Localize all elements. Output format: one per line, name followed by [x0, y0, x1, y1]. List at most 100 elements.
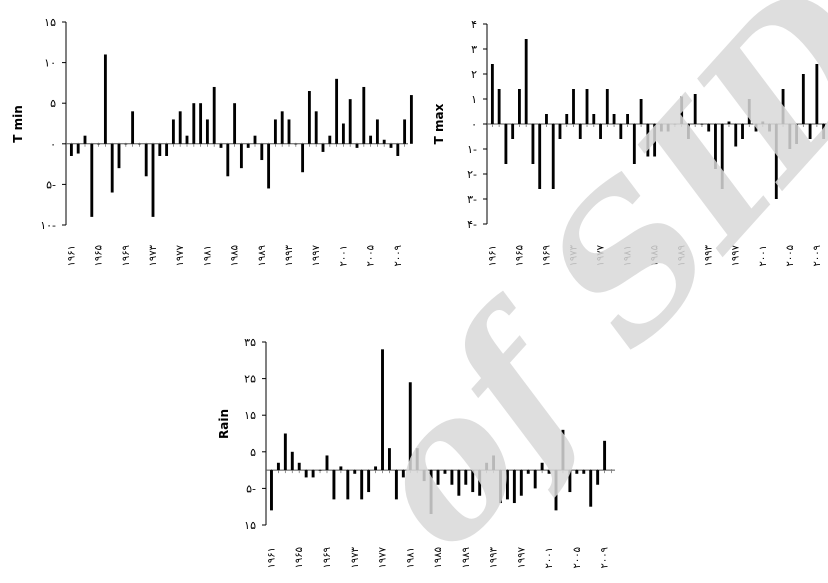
- bar: [199, 103, 203, 144]
- bar: [558, 124, 562, 139]
- bar: [490, 64, 494, 124]
- bar: [540, 462, 544, 471]
- bar: [205, 119, 209, 144]
- y-tick-label: ۱۵: [244, 409, 256, 422]
- x-tick-label: ۱۹۹۳: [284, 244, 295, 266]
- bar: [415, 448, 419, 471]
- y-tick-label: ۴-: [467, 218, 477, 231]
- bar: [297, 462, 301, 471]
- bar: [538, 124, 542, 189]
- bar: [369, 135, 373, 144]
- bar: [69, 143, 73, 156]
- bar: [403, 119, 407, 144]
- x-tick-label: ۱۹۶۹: [322, 547, 333, 568]
- y-tick-label: ۳۵: [244, 336, 256, 349]
- bar: [526, 470, 530, 474]
- x-tick-label: ۱۹۹۷: [731, 244, 742, 266]
- bar: [409, 95, 413, 144]
- x-tick-label: ۲۰۰۱: [338, 245, 349, 266]
- x-tick-label: ۲۰۰۹: [812, 245, 823, 266]
- bar: [561, 429, 565, 471]
- bar: [422, 470, 426, 482]
- bar: [603, 440, 607, 471]
- y-tick-label: ۰: [50, 138, 56, 151]
- bar: [485, 462, 489, 471]
- bar: [341, 123, 345, 144]
- y-tick-label: ۵: [250, 446, 256, 459]
- bar: [83, 135, 87, 144]
- y-axis-label: T min: [11, 105, 25, 143]
- bar: [747, 99, 751, 124]
- bar: [646, 124, 650, 157]
- bar: [171, 119, 175, 144]
- x-tick-label: ۱۹۶۵: [294, 547, 305, 568]
- bar: [246, 143, 250, 148]
- x-tick-label: ۱۹۹۳: [704, 244, 715, 266]
- y-tick-label: ۵-: [46, 178, 56, 191]
- bar: [547, 470, 551, 474]
- bar: [212, 86, 216, 144]
- bar: [761, 121, 765, 124]
- bar: [374, 466, 378, 471]
- bar: [436, 470, 440, 485]
- y-tick-label: ۱-: [467, 143, 477, 156]
- bar: [219, 143, 223, 148]
- bar: [808, 124, 812, 139]
- bar: [492, 455, 496, 471]
- bar: [273, 119, 277, 144]
- bar: [76, 143, 80, 154]
- x-tick-label: ۱۹۶۱: [487, 245, 498, 266]
- bar: [314, 111, 318, 144]
- bar: [707, 124, 711, 132]
- bar: [151, 143, 155, 217]
- bar: [267, 143, 271, 189]
- bar: [443, 470, 447, 474]
- y-tick-label: ۵-: [246, 482, 256, 495]
- bar: [801, 74, 805, 124]
- y-tick-label: ۰: [471, 118, 477, 131]
- y-axis-label: T max: [432, 103, 446, 144]
- bar: [307, 91, 311, 144]
- bar: [396, 143, 400, 156]
- y-tick-label: ۳-: [467, 193, 477, 206]
- y-tick-label: ۱۵: [244, 519, 256, 532]
- y-tick-label: ۲۵: [244, 373, 256, 386]
- bar: [815, 64, 819, 124]
- bar: [328, 135, 332, 144]
- bar: [687, 124, 690, 139]
- y-tick-label: ۴: [471, 18, 477, 31]
- bar: [103, 54, 107, 144]
- bar: [360, 470, 364, 500]
- bar: [137, 143, 141, 145]
- x-tick-label: ۲۰۰۵: [785, 245, 796, 266]
- bar: [478, 470, 482, 496]
- bar: [260, 143, 264, 161]
- bar: [734, 124, 738, 147]
- y-tick-label: ۳: [471, 43, 477, 56]
- bar: [178, 111, 182, 144]
- bar: [545, 114, 548, 124]
- bar: [321, 143, 325, 152]
- y-tick-label: ۵: [50, 97, 56, 110]
- bar: [680, 96, 684, 124]
- bar: [294, 143, 298, 145]
- bar: [568, 470, 572, 493]
- x-tick-label: ۱۹۹۷: [311, 244, 322, 266]
- x-tick-label: ۱۹۸۵: [650, 245, 661, 266]
- y-tick-label: ۲: [471, 68, 477, 81]
- bar: [720, 124, 724, 189]
- bar: [519, 470, 523, 496]
- bar: [774, 124, 778, 199]
- bar: [788, 124, 792, 149]
- bar: [353, 470, 357, 474]
- bar: [551, 124, 555, 189]
- bar: [90, 143, 94, 217]
- bar: [318, 470, 322, 471]
- bar: [659, 124, 663, 132]
- bar: [367, 470, 371, 493]
- x-tick-label: ۱۹۷۷: [175, 244, 186, 266]
- bar: [578, 124, 582, 139]
- bar: [554, 470, 558, 511]
- bar: [280, 111, 284, 144]
- bar: [565, 114, 569, 124]
